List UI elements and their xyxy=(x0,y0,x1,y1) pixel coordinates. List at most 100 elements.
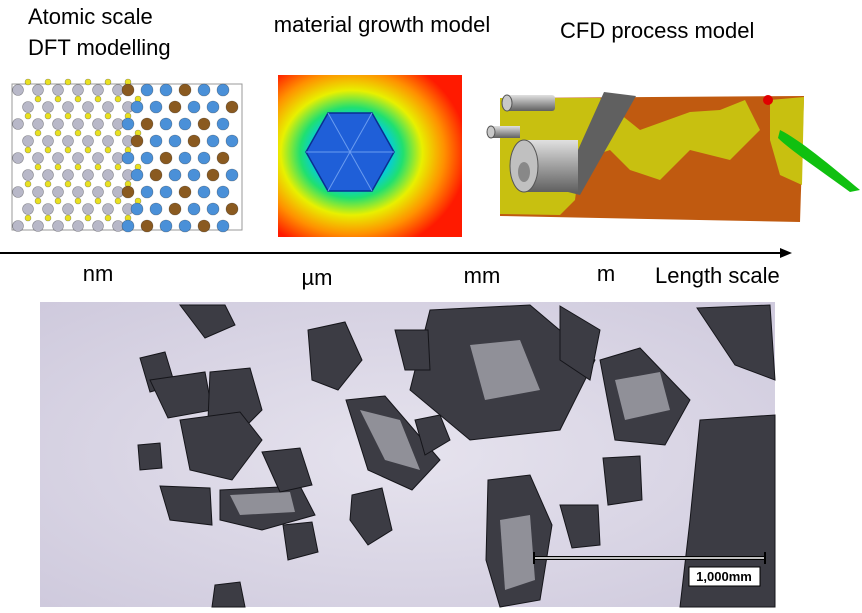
atom xyxy=(22,169,34,181)
atom xyxy=(84,78,92,86)
atom xyxy=(159,185,173,199)
atom xyxy=(74,163,82,171)
atom xyxy=(22,203,34,215)
atom xyxy=(187,100,201,114)
atom xyxy=(64,214,72,222)
atom xyxy=(206,134,220,148)
crystal-photo xyxy=(40,302,776,608)
atom xyxy=(130,134,144,148)
atom xyxy=(72,152,84,164)
atom xyxy=(114,95,122,103)
atom xyxy=(187,168,201,182)
atom xyxy=(82,203,94,215)
atom xyxy=(32,118,44,130)
atom xyxy=(225,100,239,114)
atom xyxy=(121,83,135,97)
axis-tick-label: µm xyxy=(301,265,332,290)
axis-tick-label: mm xyxy=(464,263,501,288)
atom xyxy=(206,202,220,216)
atom xyxy=(74,129,82,137)
atom xyxy=(34,95,42,103)
atom xyxy=(94,129,102,137)
atom xyxy=(168,168,182,182)
atom xyxy=(149,134,163,148)
atom xyxy=(114,163,122,171)
atom xyxy=(74,197,82,205)
growth-title: material growth model xyxy=(274,12,490,37)
atom xyxy=(72,84,84,96)
atom xyxy=(94,163,102,171)
atom xyxy=(44,112,52,120)
atom xyxy=(102,135,114,147)
atom xyxy=(12,186,24,198)
atom xyxy=(121,219,135,233)
atom xyxy=(216,185,230,199)
atom xyxy=(92,220,104,232)
atom xyxy=(44,78,52,86)
atom xyxy=(64,146,72,154)
axis-tick-label: m xyxy=(597,261,615,286)
atom xyxy=(64,180,72,188)
atom xyxy=(62,203,74,215)
atom xyxy=(94,197,102,205)
atom xyxy=(225,202,239,216)
atom xyxy=(72,118,84,130)
cfd-simulation xyxy=(486,92,860,222)
atom xyxy=(54,95,62,103)
atom xyxy=(24,146,32,154)
atom xyxy=(12,84,24,96)
atom xyxy=(102,203,114,215)
atom xyxy=(159,219,173,233)
scale-bar-label: 1,000mm xyxy=(696,569,752,584)
atom xyxy=(92,118,104,130)
atom xyxy=(216,219,230,233)
atom xyxy=(130,202,144,216)
atom xyxy=(44,146,52,154)
atom xyxy=(206,100,220,114)
axis-tick-label: nm xyxy=(83,261,114,286)
atom xyxy=(216,83,230,97)
atom xyxy=(84,180,92,188)
length-axis xyxy=(0,248,792,258)
atom xyxy=(82,169,94,181)
atom xyxy=(34,129,42,137)
atom xyxy=(54,129,62,137)
atom xyxy=(121,117,135,131)
atom xyxy=(22,135,34,147)
atom xyxy=(130,100,144,114)
atom xyxy=(197,219,211,233)
atom xyxy=(178,151,192,165)
atom xyxy=(149,202,163,216)
atom xyxy=(94,95,102,103)
atom xyxy=(197,185,211,199)
atom xyxy=(32,186,44,198)
atom xyxy=(32,152,44,164)
atom xyxy=(24,78,32,86)
atom xyxy=(140,83,154,97)
atom xyxy=(42,101,54,113)
atom xyxy=(140,185,154,199)
atom xyxy=(84,214,92,222)
atomic-title: Atomic scale xyxy=(28,4,153,29)
atom xyxy=(64,112,72,120)
atom xyxy=(121,151,135,165)
atom xyxy=(12,118,24,130)
atom xyxy=(52,84,64,96)
atom xyxy=(72,220,84,232)
atom xyxy=(54,163,62,171)
atom xyxy=(149,100,163,114)
atom xyxy=(187,202,201,216)
atom xyxy=(54,197,62,205)
atom xyxy=(168,202,182,216)
atom xyxy=(104,78,112,86)
axis-label: Length scale xyxy=(655,263,780,288)
atom xyxy=(178,117,192,131)
atom xyxy=(64,78,72,86)
atom xyxy=(206,168,220,182)
atom xyxy=(92,186,104,198)
atom xyxy=(22,101,34,113)
atom xyxy=(178,219,192,233)
atom xyxy=(197,83,211,97)
atom xyxy=(52,152,64,164)
